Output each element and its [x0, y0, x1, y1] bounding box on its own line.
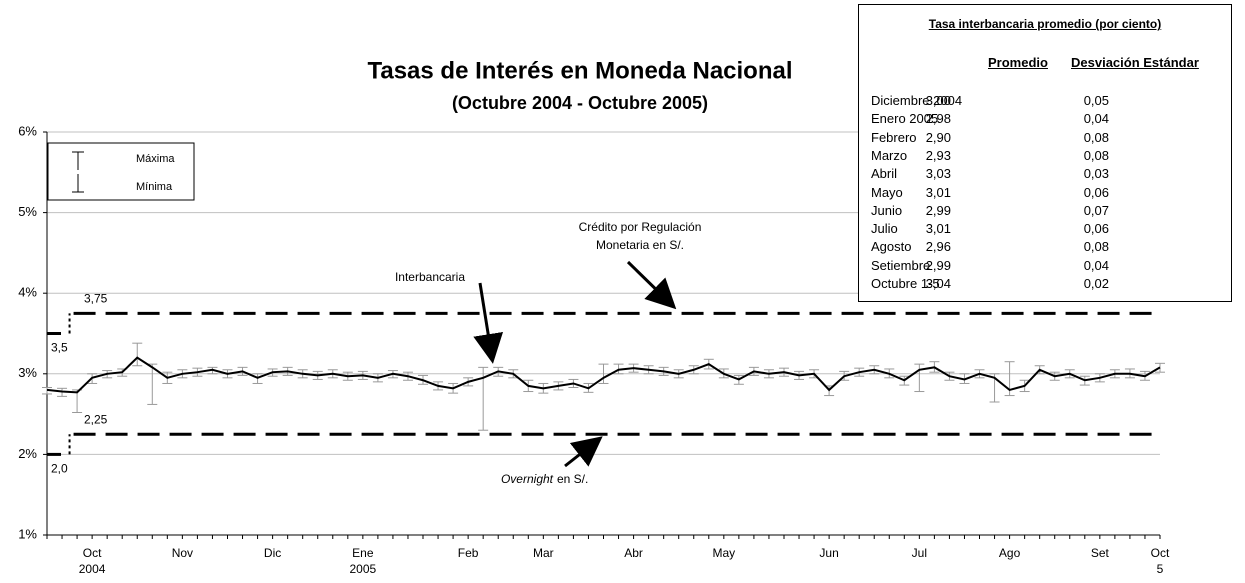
x-tick-label: Mar	[532, 546, 554, 560]
x-tick-label: May	[712, 546, 736, 560]
legend-label: Mínima	[136, 181, 173, 193]
y-tick-label: 4%	[18, 285, 37, 300]
value-label: 3,5	[51, 341, 68, 355]
table-cell: Enero 2005	[871, 111, 939, 127]
annotation: Overnight	[501, 472, 554, 486]
x-tick-label: Ene 2005	[349, 546, 377, 576]
table-cell: Junio	[871, 202, 903, 218]
x-tick-label: Abr	[624, 546, 643, 560]
table-cell: 3,03	[925, 166, 951, 182]
legend-label: Máxima	[136, 153, 175, 165]
value-label: 3,75	[84, 292, 108, 306]
table-cell: 0,08	[1083, 239, 1109, 255]
x-tick-label: Jul	[911, 546, 928, 560]
table-cell: 0,06	[1083, 221, 1109, 237]
table-cell: Abril	[871, 166, 898, 182]
arrow	[564, 436, 603, 468]
table-cell: 0,06	[1083, 184, 1109, 200]
table-cell: 2,90	[925, 129, 951, 145]
interbank-line	[46, 356, 1161, 394]
table-row: Diciembre 2004 3,00 0,05	[871, 93, 1221, 111]
table-cell: Marzo	[871, 147, 908, 163]
table-cell: 3,01	[925, 184, 951, 200]
x-tick-label: Set	[1090, 546, 1109, 560]
table-cell: 3,00	[925, 93, 951, 108]
y-tick-label: 1%	[18, 526, 37, 541]
table-cell: 0,03	[1083, 166, 1109, 182]
table-row: Agosto 2,96 0,08	[871, 239, 1221, 257]
table-cell: Mayo	[871, 184, 903, 200]
table-row: Junio 2,99 0,07	[871, 203, 1221, 221]
table-row: Abril 3,03 0,03	[871, 166, 1221, 184]
annotation: en S/.	[557, 472, 588, 486]
table-cell: 3,01	[925, 221, 951, 237]
table-cell: 2,98	[925, 111, 951, 127]
x-tick-label: Oct 2004	[78, 546, 106, 576]
table-row: Marzo 2,93 0,08	[871, 148, 1221, 166]
table-cell: 2,99	[925, 202, 951, 218]
annotation: Crédito por Regulación Monetaria en S/.	[578, 220, 702, 252]
x-tick-label: Jun	[819, 546, 839, 560]
table-cell: 0,04	[1083, 111, 1109, 127]
y-tick-label: 3%	[18, 365, 37, 380]
y-tick-label: 2%	[18, 446, 37, 461]
table-cell: Febrero	[871, 129, 917, 145]
arrow	[473, 282, 504, 364]
arrow	[626, 260, 677, 310]
inset-table: Tasa interbancaria promedio (por ciento)…	[858, 4, 1232, 302]
table-title: Tasa interbancaria promedio (por ciento)	[928, 17, 1162, 31]
table-cell: 3,04	[925, 276, 951, 291]
table-cell: Diciembre 2004	[871, 93, 963, 108]
table-cell: 2,96	[925, 239, 951, 255]
value-label: 2,25	[84, 412, 108, 426]
table-cell: 0,07	[1083, 202, 1109, 218]
table-cell: Octubre 1-5	[871, 276, 940, 291]
x-tick-label: Dic	[263, 546, 282, 560]
table-row: Octubre 1-5 3,04 0,02	[871, 276, 1221, 294]
table-row: Julio 3,01 0,06	[871, 221, 1221, 239]
value-label: 2,0	[51, 462, 68, 476]
table-cell: 0,05	[1083, 93, 1109, 108]
legend: Máxima Mínima	[47, 142, 195, 201]
y-tick-label: 6%	[18, 123, 37, 138]
table-cell: 0,08	[1083, 129, 1109, 145]
table-cell: 2,99	[925, 257, 951, 273]
table-cell: Setiembre	[871, 257, 931, 273]
y-tick-label: 5%	[18, 204, 37, 219]
table-header: Desviación Estándar	[1071, 55, 1199, 70]
table-cell: 0,08	[1083, 147, 1109, 163]
annotation: Interbancaria	[395, 270, 465, 284]
table-cell: 0,04	[1083, 257, 1109, 273]
table-row: Setiembre 2,99 0,04	[871, 258, 1221, 276]
table-row: Febrero 2,90 0,08	[871, 130, 1221, 148]
table-row: Enero 2005 2,98 0,04	[871, 111, 1221, 129]
table-cell: Agosto	[871, 239, 912, 255]
table-header: Promedio	[988, 55, 1048, 70]
chart-title: Tasas de Interés en Moneda Nacional	[367, 57, 792, 84]
x-tick-label: Ago	[998, 546, 1021, 560]
table-cell: Julio	[871, 221, 898, 237]
x-tick-label: Feb	[457, 546, 479, 560]
table-cell: 0,02	[1083, 276, 1109, 291]
x-tick-label: Oct 5	[1150, 546, 1170, 576]
x-tick-label: Nov	[171, 546, 194, 560]
table-cell: 2,93	[925, 147, 951, 163]
table-row: Mayo 3,01 0,06	[871, 185, 1221, 203]
chart-subtitle: (Octubre 2004 - Octubre 2005)	[452, 93, 708, 113]
